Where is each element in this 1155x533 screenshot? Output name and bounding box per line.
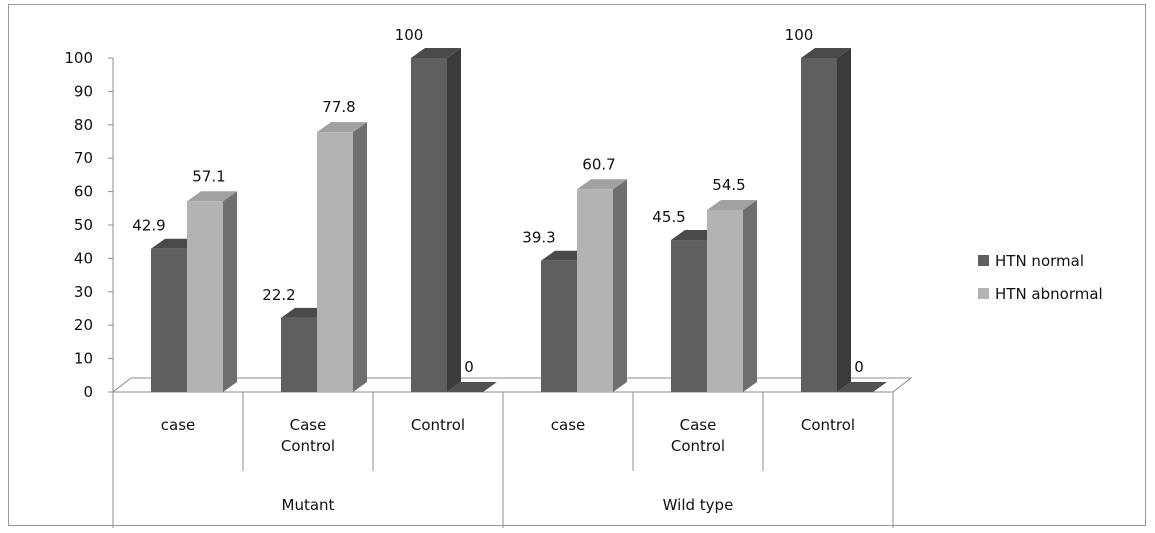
category-label: case — [161, 416, 195, 434]
chart-frame — [8, 4, 1146, 526]
category-label: Control — [411, 416, 465, 434]
data-label-htn-normal: 100 — [785, 26, 814, 44]
legend-swatch-htn-abnormal — [978, 288, 989, 299]
data-label-htn-normal: 100 — [395, 26, 424, 44]
legend-swatch-htn-normal — [978, 255, 989, 266]
bar-htn-normal — [541, 260, 577, 392]
y-tick-label: 60 — [74, 183, 93, 201]
bar-htn-normal — [801, 58, 837, 392]
category-label: Case — [290, 416, 327, 434]
bar-side-htn-abnormal — [743, 199, 757, 392]
bar-htn-normal — [411, 58, 447, 392]
data-label-htn-abnormal: 60.7 — [582, 155, 615, 173]
bar-htn-abnormal — [447, 382, 497, 392]
category-label: case — [551, 416, 585, 434]
y-tick-label: 10 — [74, 350, 93, 368]
data-label-htn-normal: 39.3 — [522, 229, 555, 247]
legend-label-htn-abnormal: HTN abnormal — [995, 284, 1103, 303]
bar-htn-abnormal — [707, 209, 743, 392]
y-tick-label: 90 — [74, 82, 93, 100]
data-label-htn-abnormal: 0 — [464, 358, 474, 376]
category-label: Control — [671, 437, 725, 455]
y-tick-label: 70 — [74, 149, 93, 167]
bar-top-htn-normal — [411, 48, 461, 58]
bar-htn-normal — [151, 248, 187, 392]
legend-item-htn-abnormal: HTN abnormal — [978, 277, 1103, 310]
bar-top-htn-abnormal — [317, 122, 367, 133]
category-label: Control — [281, 437, 335, 455]
y-tick-label: 40 — [74, 249, 93, 267]
bar-side-htn-normal — [837, 48, 851, 392]
legend: HTN normal HTN abnormal — [978, 244, 1103, 310]
bar-side-htn-abnormal — [353, 122, 367, 392]
bar-htn-abnormal — [837, 382, 887, 392]
group-label: Mutant — [282, 496, 335, 514]
legend-item-htn-normal: HTN normal — [978, 244, 1103, 277]
bar-top-htn-abnormal — [707, 199, 757, 210]
data-label-htn-abnormal: 77.8 — [322, 98, 355, 116]
data-label-htn-abnormal: 54.5 — [712, 176, 745, 194]
category-label: Case — [680, 416, 717, 434]
data-label-htn-abnormal: 0 — [854, 358, 864, 376]
bar-side-htn-abnormal — [223, 191, 237, 392]
bar-htn-abnormal — [187, 201, 223, 392]
legend-label-htn-normal: HTN normal — [995, 251, 1084, 270]
bar-top-htn-normal — [801, 48, 851, 58]
bar-top-htn-abnormal — [577, 179, 627, 190]
bar-htn-abnormal — [577, 189, 613, 392]
data-label-htn-normal: 42.9 — [132, 217, 165, 235]
data-label-htn-normal: 22.2 — [262, 286, 295, 304]
y-tick-label: 0 — [83, 383, 93, 401]
bar-side-htn-normal — [447, 48, 461, 392]
category-label: Control — [801, 416, 855, 434]
y-tick-label: 100 — [64, 49, 93, 67]
data-label-htn-normal: 45.5 — [652, 208, 685, 226]
y-tick-label: 30 — [74, 283, 93, 301]
bar-htn-abnormal — [317, 132, 353, 392]
data-label-htn-abnormal: 57.1 — [192, 167, 225, 185]
y-tick-label: 20 — [74, 316, 93, 334]
bar-side-htn-abnormal — [613, 179, 627, 392]
bar-top-htn-abnormal — [187, 191, 237, 202]
y-tick-label: 80 — [74, 116, 93, 134]
bar-htn-normal — [671, 240, 707, 392]
y-tick-label: 50 — [74, 216, 93, 234]
group-label: Wild type — [663, 496, 734, 514]
bar-htn-normal — [281, 317, 317, 392]
